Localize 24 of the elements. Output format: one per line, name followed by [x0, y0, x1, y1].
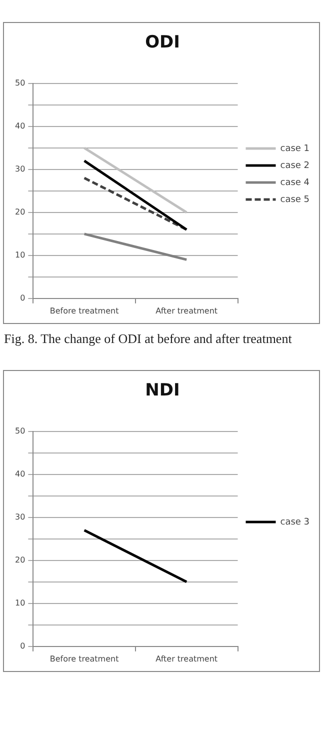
- legend-label: case 1: [280, 144, 310, 154]
- y-tick-label: 30: [14, 512, 26, 522]
- x-tick-label: After treatment: [156, 306, 218, 316]
- y-tick-label: 40: [14, 121, 26, 130]
- y-tick-label: 50: [14, 426, 26, 436]
- legend-label: case 3: [280, 518, 310, 528]
- y-tick-label: 0: [20, 293, 26, 302]
- y-tick-label: 30: [14, 164, 26, 174]
- legend-label: case 2: [280, 160, 310, 171]
- y-tick-label: 10: [14, 250, 26, 260]
- y-tick-label: 40: [14, 470, 26, 479]
- y-tick-label: 20: [14, 556, 26, 565]
- y-tick-label: 20: [14, 207, 26, 216]
- chart-title: ODI: [145, 32, 180, 53]
- y-tick-label: 50: [14, 78, 26, 88]
- caption: Fig. 8. The change of ODI at before and after treatment: [4, 330, 293, 348]
- x-tick-label: After treatment: [156, 654, 218, 664]
- x-tick-label: Before treatment: [50, 306, 119, 316]
- legend-label: case 5: [280, 194, 310, 205]
- legend-label: case 4: [280, 178, 310, 188]
- x-tick-label: Before treatment: [50, 654, 119, 664]
- chart-title: NDI: [145, 380, 180, 401]
- y-tick-label: 10: [14, 598, 26, 608]
- y-tick-label: 0: [20, 642, 26, 651]
